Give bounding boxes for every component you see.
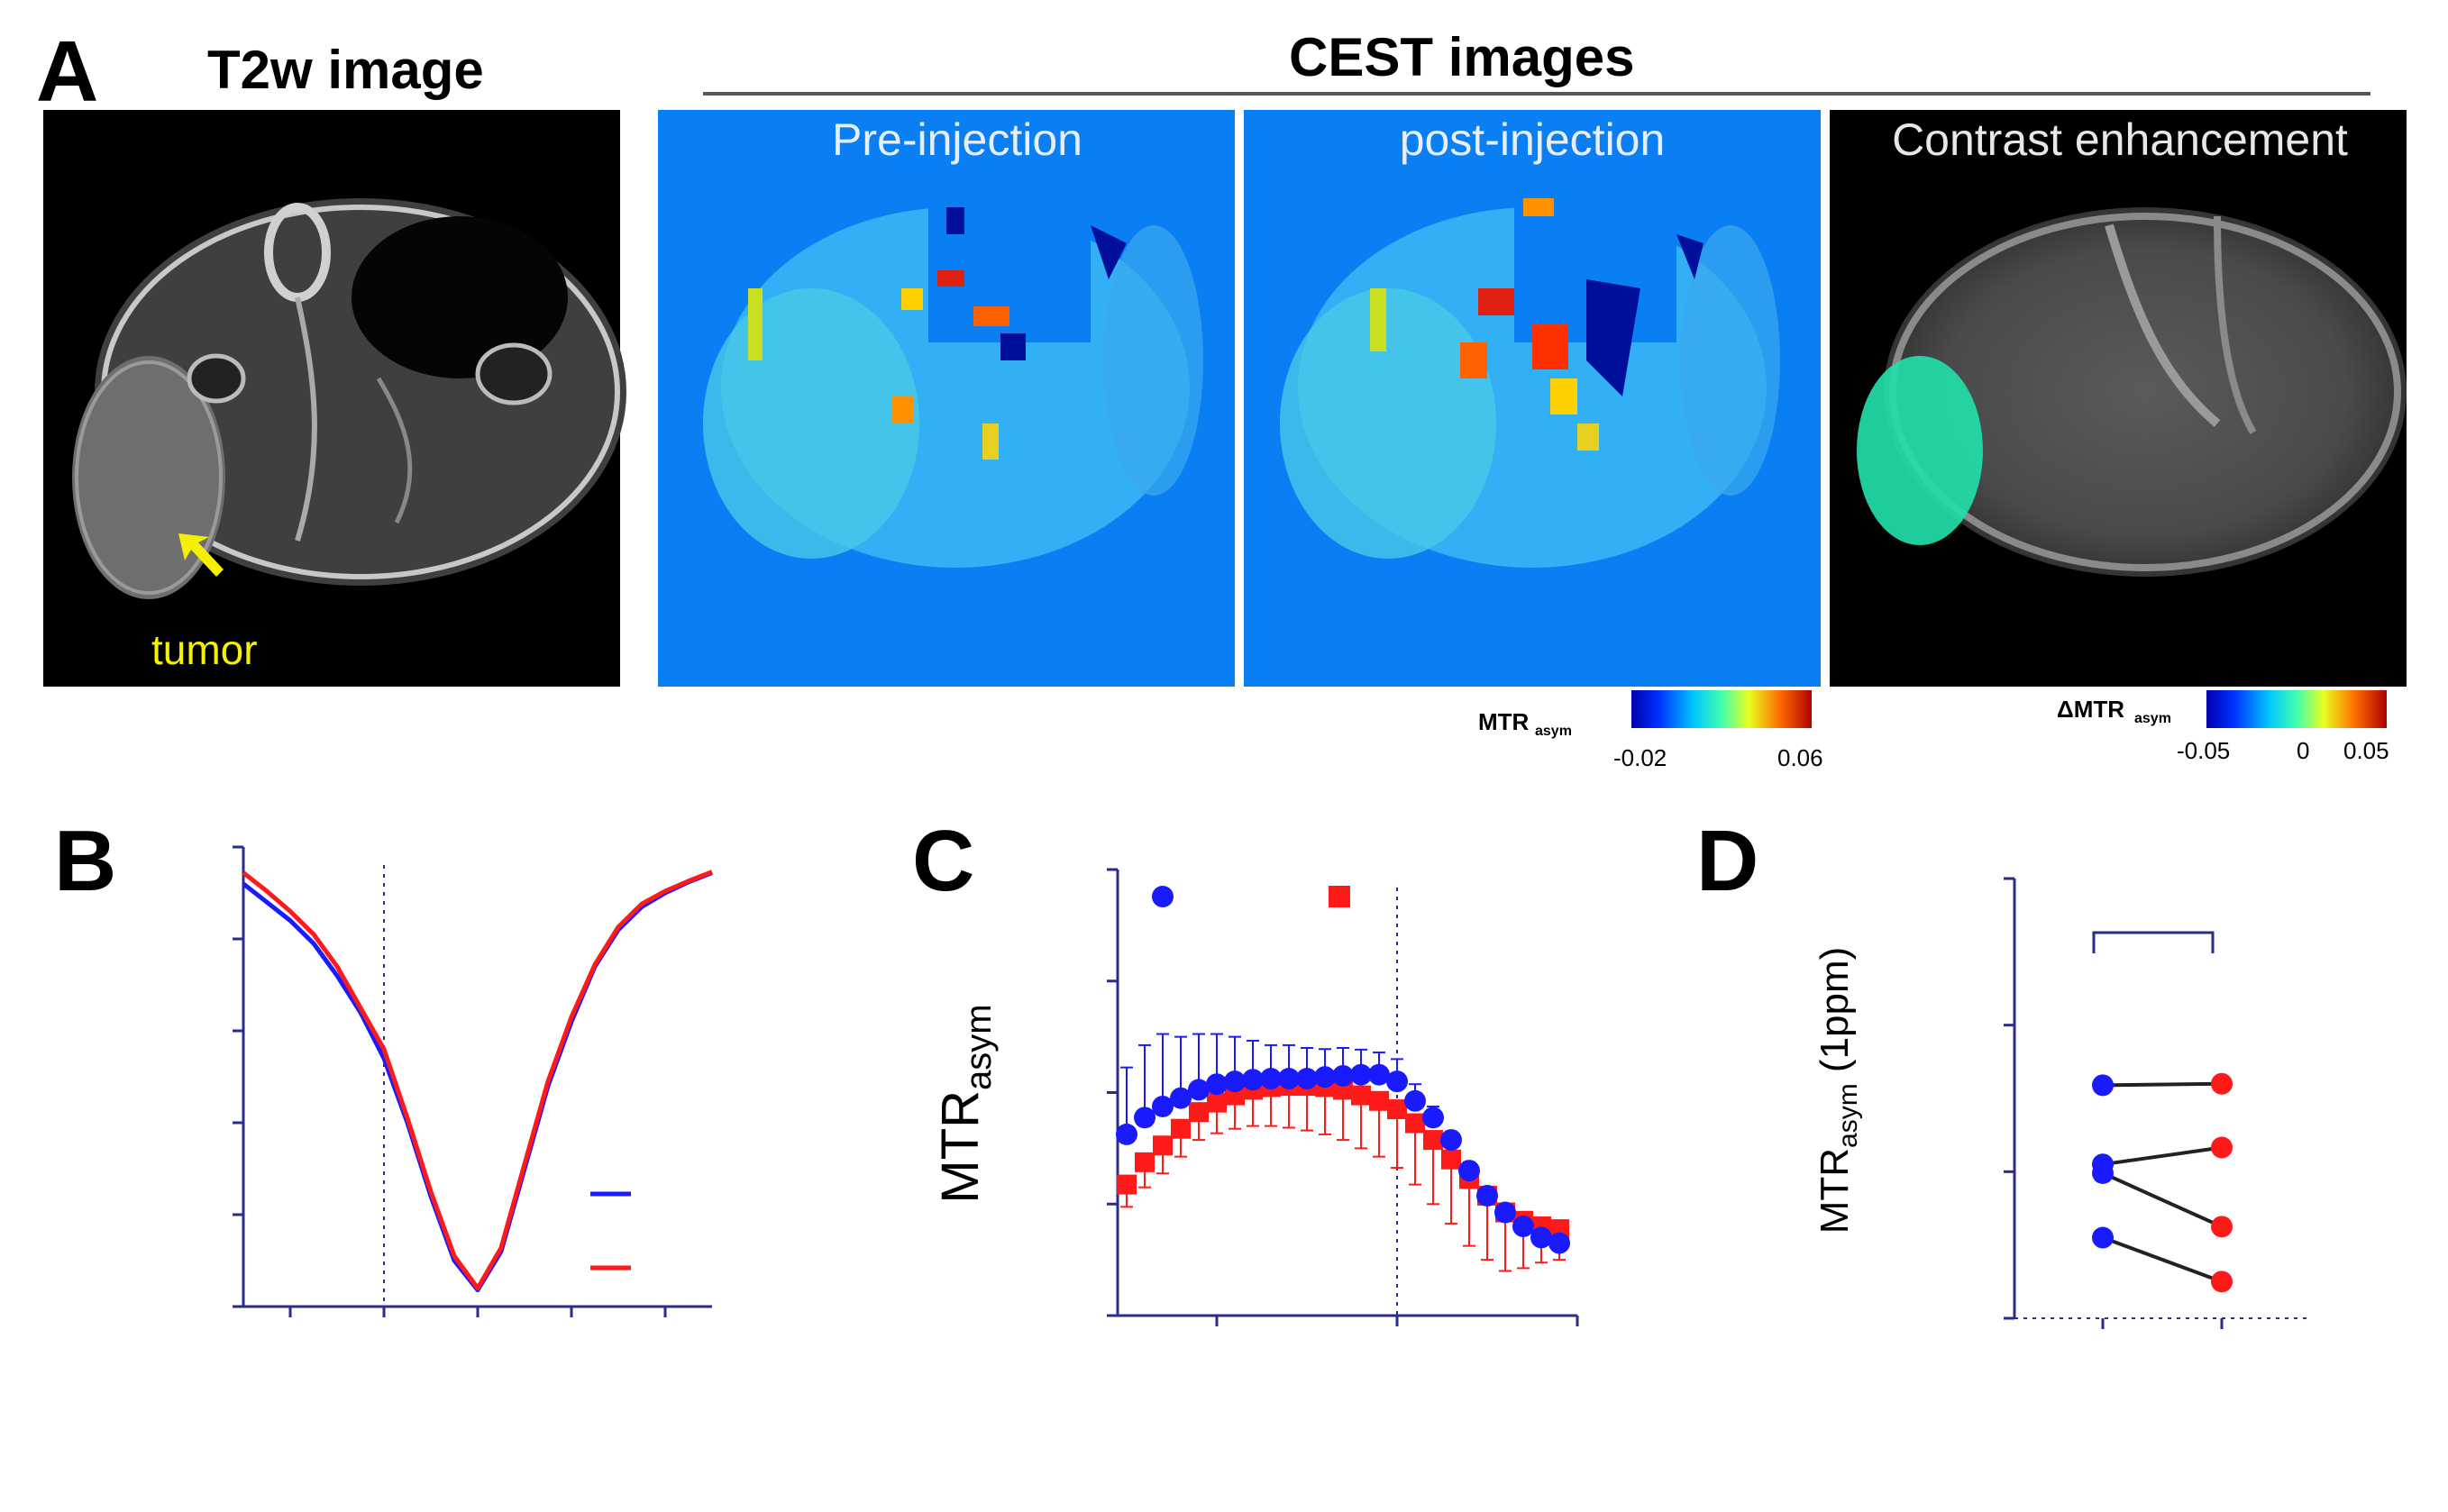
data-point-post <box>2211 1216 2233 1238</box>
pair-line <box>2102 1235 2223 1284</box>
data-point-pre <box>1368 1063 1390 1086</box>
data-point-post <box>1171 1118 1191 1139</box>
pair-line <box>2102 1145 2223 1167</box>
data-point-pre <box>1404 1089 1426 1112</box>
data-point-pre <box>1422 1107 1444 1129</box>
data-point-pre <box>1314 1066 1336 1088</box>
data-point-pre <box>1332 1064 1354 1087</box>
data-point-post <box>2211 1271 2233 1293</box>
colorbar2-label: ΔMTR <box>2057 696 2124 723</box>
pair-line <box>2102 1171 2223 1229</box>
data-point-pre <box>1548 1232 1570 1254</box>
data-point-pre <box>1278 1068 1300 1090</box>
contrast-enhancement-image: Contrast enhancement <box>1830 110 2407 687</box>
panel-a: A T2w image CEST images tumor <box>36 23 2407 771</box>
cest-title: CEST images <box>1289 27 1634 87</box>
colorbar1-label-sub: asym <box>1535 724 1572 739</box>
data-point-pre <box>2092 1074 2114 1097</box>
data-point-post <box>1135 1152 1155 1172</box>
colorbar-delta-mtrasym: ΔMTR asym -0.05 0 0.05 <box>2057 690 2389 764</box>
chart-c: MTRasym <box>931 868 1579 1326</box>
panel-b-letter: B <box>54 813 116 909</box>
data-point-pre <box>2092 1226 2114 1249</box>
data-point-pre <box>1116 1123 1137 1145</box>
data-point-post <box>1351 1085 1371 1106</box>
y-axis-label-sub: asym <box>1833 1083 1863 1148</box>
legend-marker-pre <box>1152 886 1174 907</box>
data-point-pre <box>1134 1107 1155 1129</box>
data-point-post <box>1189 1102 1209 1123</box>
colorbar2-label-sub: asym <box>2134 711 2171 726</box>
colorbar1-gradient <box>1631 690 1812 728</box>
pair-line <box>2102 1081 2223 1088</box>
data-point-pre <box>1296 1068 1318 1090</box>
data-point-post <box>1441 1149 1461 1170</box>
data-point-pre <box>1224 1070 1246 1093</box>
data-point-pre <box>1440 1129 1462 1152</box>
data-point-pre <box>1242 1069 1264 1091</box>
data-point-pre <box>1530 1226 1552 1249</box>
legend-marker-post <box>1329 886 1350 907</box>
data-point-pre <box>1206 1073 1228 1096</box>
chart-b <box>233 845 713 1317</box>
colorbar-mtrasym: MTR asym -0.02 0.06 <box>1478 690 1823 771</box>
y-axis-label-main: MTR <box>1813 1148 1857 1234</box>
colorbar2-max: 0.05 <box>2343 737 2389 764</box>
y-axis-label-sub: asym <box>959 1004 999 1090</box>
data-point-post <box>1207 1092 1227 1113</box>
tumor-label: tumor <box>151 626 258 673</box>
data-point-post <box>1153 1135 1173 1156</box>
y-axis-label-suffix: (1ppm) <box>1813 947 1857 1084</box>
colorbar1-label: MTR <box>1478 708 1530 735</box>
colorbar2-mid: 0 <box>2297 737 2309 764</box>
tumor-arrow-icon <box>178 533 224 577</box>
data-point-pre <box>1152 1095 1174 1117</box>
t2w-title: T2w image <box>207 40 484 100</box>
data-point-pre <box>1170 1087 1192 1109</box>
data-point-post <box>1117 1174 1137 1195</box>
panel-a-letter: A <box>36 23 98 120</box>
data-point-post <box>2211 1136 2233 1159</box>
panel-c-letter: C <box>912 813 974 909</box>
data-point-post <box>2211 1072 2233 1095</box>
colorbar2-min: -0.05 <box>2177 737 2230 764</box>
data-point-pre <box>1512 1216 1534 1237</box>
cest-post-image: post-injection <box>1244 110 1821 687</box>
data-point-pre <box>1458 1160 1480 1182</box>
data-point-post <box>1369 1090 1389 1111</box>
data-point-post <box>1387 1099 1407 1120</box>
data-point-pre <box>1476 1184 1498 1207</box>
y-axis-label: MTRasym <box>931 1004 999 1203</box>
cest-pre-image: Pre-injection <box>658 110 1235 687</box>
contrast-enhancement-label: Contrast enhancement <box>1892 114 2348 165</box>
colorbar1-max: 0.06 <box>1777 744 1823 771</box>
data-point-pre <box>1386 1070 1408 1093</box>
colorbar1-min: -0.02 <box>1613 744 1667 771</box>
data-point-pre <box>1260 1068 1282 1090</box>
data-point-post <box>1405 1113 1425 1134</box>
panel-d-letter: D <box>1696 813 1758 909</box>
t2w-image: tumor <box>43 110 626 687</box>
data-point-pre <box>1350 1063 1372 1086</box>
y-axis-label: MTRasym (1ppm) <box>1813 947 1863 1234</box>
series-line-post <box>242 870 713 1291</box>
data-point-post <box>1423 1130 1443 1151</box>
significance-bracket <box>2092 931 2215 953</box>
data-point-pre <box>1188 1079 1210 1101</box>
y-axis-label-main: MTR <box>931 1090 990 1204</box>
post-injection-label: post-injection <box>1400 114 1666 165</box>
data-point-pre <box>2092 1161 2114 1184</box>
data-point-pre <box>1494 1201 1516 1224</box>
pre-injection-label: Pre-injection <box>832 114 1082 165</box>
chart-d: MTRasym (1ppm) <box>1813 877 2307 1329</box>
colorbar2-gradient <box>2206 690 2387 728</box>
